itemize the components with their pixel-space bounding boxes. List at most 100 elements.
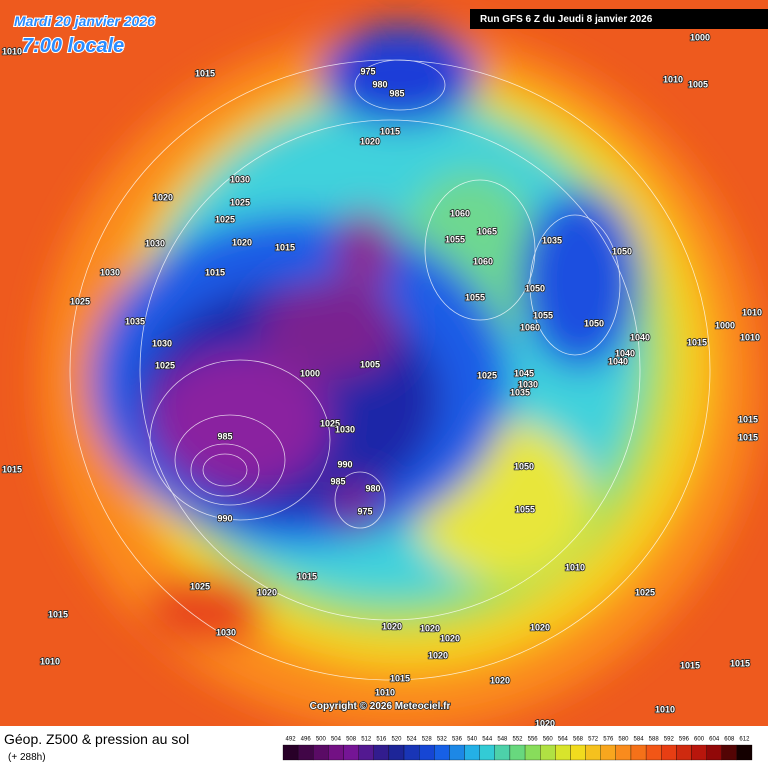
pressure-label: 1025 [190, 581, 210, 591]
pressure-label: 1010 [2, 46, 22, 56]
pressure-label: 1025 [635, 587, 655, 597]
scale-label: 548 [497, 737, 508, 743]
pressure-label: 1020 [382, 621, 402, 631]
pressure-label: 985 [389, 88, 404, 98]
scale-swatch [600, 744, 616, 761]
scale-label: 600 [694, 737, 705, 743]
scale-swatch [615, 744, 632, 761]
scale-label: 500 [316, 737, 327, 743]
scale-swatch [509, 744, 526, 761]
run-banner [470, 9, 768, 29]
scale-swatch [540, 744, 556, 761]
pressure-label: 1030 [100, 267, 120, 277]
pressure-label: 1020 [360, 136, 380, 146]
pressure-label: 985 [217, 431, 232, 441]
scale-label: 572 [588, 737, 599, 743]
pressure-label: 1015 [730, 658, 750, 668]
pressure-label: 1025 [70, 296, 90, 306]
local-time: 7:00 locale [22, 35, 124, 57]
scale-swatch [373, 744, 390, 761]
pressure-label: 1055 [445, 234, 465, 244]
scale-swatch [449, 744, 465, 761]
pressure-label: 1040 [630, 332, 650, 342]
pressure-label: 1020 [153, 192, 173, 202]
scale-swatch [524, 744, 541, 761]
scale-swatch [570, 744, 586, 761]
scale-label: 524 [407, 737, 418, 743]
pressure-label: 1010 [40, 656, 60, 666]
scale-label: 588 [649, 737, 660, 743]
color-scale: 492 496 500 504 508 512 516 520 524 528 532 536 540 5… [282, 737, 753, 761]
pressure-label: 1020 [232, 237, 252, 247]
pressure-label: 1015 [195, 68, 215, 78]
pressure-label: 1020 [440, 633, 460, 643]
scale-label: 580 [618, 737, 629, 743]
pressure-label: 1010 [565, 562, 585, 572]
pressure-label: 1020 [420, 623, 440, 633]
scale-label: 516 [376, 737, 387, 743]
pressure-label: 1005 [360, 359, 380, 369]
pressure-label: 990 [337, 459, 352, 469]
pressure-label: 1020 [257, 587, 277, 597]
scale-swatch [313, 744, 329, 761]
scale-label: 608 [724, 737, 735, 743]
pressure-label: 1000 [690, 32, 710, 42]
pressure-label: 1035 [542, 235, 562, 245]
pressure-label: 1035 [125, 316, 145, 326]
scale-swatch [343, 744, 359, 761]
scale-swatch [479, 744, 495, 761]
pressure-label: 1060 [450, 208, 470, 218]
pressure-label: 1010 [655, 704, 675, 714]
scale-label: 584 [634, 737, 645, 743]
pressure-label: 1045 [514, 368, 534, 378]
scale-label: 556 [528, 737, 539, 743]
scale-swatch [464, 744, 480, 761]
pressure-label: 975 [357, 506, 372, 516]
scale-swatch [297, 744, 314, 761]
field [0, 0, 768, 726]
pressure-label: 1010 [663, 74, 683, 84]
pressure-label: 1040 [615, 348, 635, 358]
isobars [69, 59, 711, 681]
scale-swatch [691, 744, 707, 761]
pressure-label: 1025 [477, 370, 497, 380]
pressure-label: 1030 [335, 424, 355, 434]
pressure-label: 1055 [465, 292, 485, 302]
scale-label: 528 [422, 737, 433, 743]
scale-swatch [721, 744, 738, 761]
pressure-label: 1060 [473, 256, 493, 266]
pressure-label: 1020 [428, 650, 448, 660]
pressure-label: 1030 [152, 338, 172, 348]
pressure-label: 1050 [514, 461, 534, 471]
scale-swatch [419, 744, 435, 761]
scale-swatch [585, 744, 601, 761]
pressure-label: 1035 [510, 387, 530, 397]
scale-swatch [706, 744, 722, 761]
pressure-label: 1000 [715, 320, 735, 330]
scale-label: 504 [331, 737, 342, 743]
pressure-label: 1030 [518, 379, 538, 389]
pressure-label: 1015 [687, 337, 707, 347]
pressure-label: 1040 [608, 356, 628, 366]
pressure-label: 1015 [205, 267, 225, 277]
scale-label: 560 [543, 737, 554, 743]
pressure-label: 1015 [2, 464, 22, 474]
scale-label: 552 [512, 737, 523, 743]
run-info: Run GFS 6 Z du Jeudi 8 janvier 2026 [480, 14, 653, 25]
pressure-label: 1060 [520, 322, 540, 332]
pressure-label: 1050 [612, 246, 632, 256]
pressure-label: 1025 [230, 197, 250, 207]
pressure-label: 1030 [145, 238, 165, 248]
scale-swatch [403, 744, 420, 761]
pressure-label: 1025 [320, 418, 340, 428]
scale-swatch [388, 744, 405, 761]
scale-swatch [282, 744, 299, 761]
pressure-label: 1020 [535, 718, 555, 728]
pressure-label: 1015 [738, 432, 758, 442]
scale-label: 592 [664, 737, 675, 743]
pressure-label: 1010 [740, 332, 760, 342]
scale-swatch [661, 744, 677, 761]
scale-swatch [736, 744, 753, 761]
